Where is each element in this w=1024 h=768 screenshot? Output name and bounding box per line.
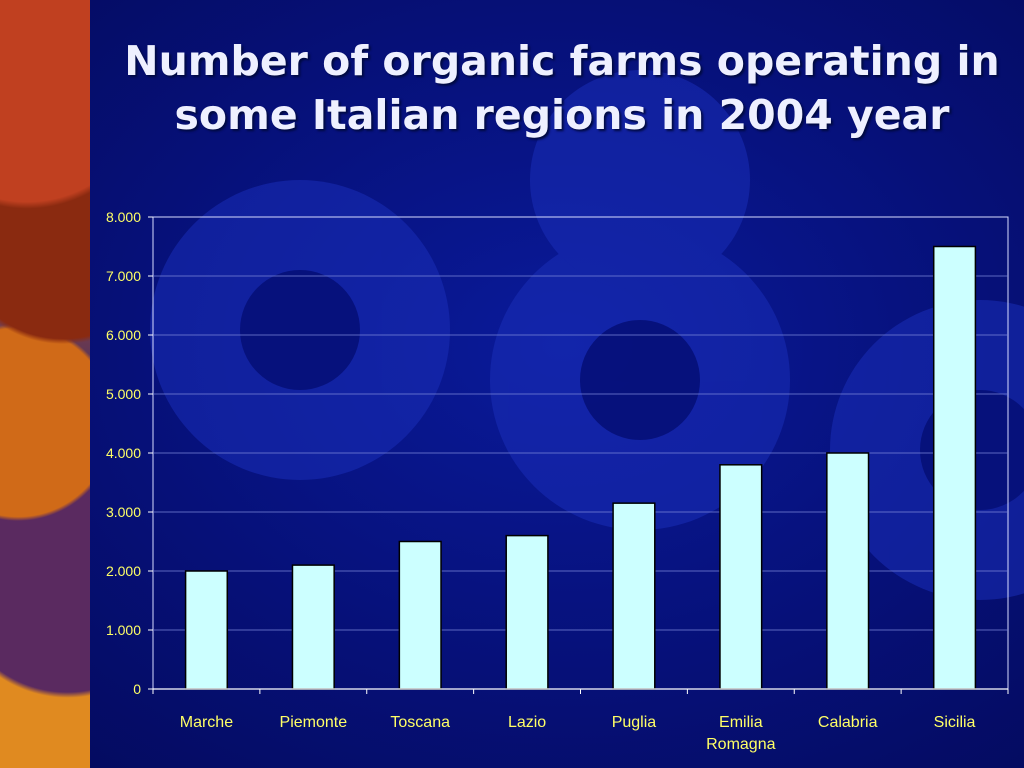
bar (505, 534, 549, 690)
bar (184, 570, 229, 690)
y-tick-label: 4.000 (106, 445, 141, 461)
x-tick-label: Calabria (818, 714, 878, 731)
x-tick-label: Marche (180, 714, 233, 731)
y-tick-label: 6.000 (106, 327, 141, 343)
bar (612, 502, 656, 690)
bar (291, 564, 335, 690)
title-line-1: Number of organic farms operating in (124, 37, 1000, 85)
y-axis-ticks: 0 1.000 2.000 3.000 4.000 5.000 6.000 7.000 8.00… (106, 209, 153, 697)
y-tick-label: 7.000 (106, 268, 141, 284)
x-tick-label: Toscana (390, 714, 450, 731)
y-tick-label: 8.000 (106, 209, 141, 225)
x-axis-labels: Marche Piemonte Toscana Lazio Puglia Emilia Ro… (152, 689, 1009, 753)
bars (184, 245, 977, 690)
decorative-side-strip (0, 0, 90, 768)
bar (932, 245, 977, 690)
y-tick-label: 0 (133, 681, 141, 697)
x-tick-label: Puglia (612, 714, 657, 731)
page-title: Number of organic farms operating in som… (100, 34, 1024, 142)
bar (398, 540, 442, 690)
x-tick-label: Piemonte (280, 714, 348, 731)
y-tick-label: 1.000 (106, 622, 141, 638)
x-tick-label: Lazio (508, 714, 546, 731)
x-tick-label: Sicilia (934, 714, 976, 731)
y-tick-label: 3.000 (106, 504, 141, 520)
bar (826, 452, 870, 690)
y-tick-label: 5.000 (106, 386, 141, 402)
gridlines (153, 275, 1008, 631)
y-tick-label: 2.000 (106, 563, 141, 579)
title-line-2: some Italian regions in 2004 year (174, 91, 950, 139)
x-tick-label: Emilia Romagna (706, 714, 775, 753)
bar (719, 464, 763, 690)
